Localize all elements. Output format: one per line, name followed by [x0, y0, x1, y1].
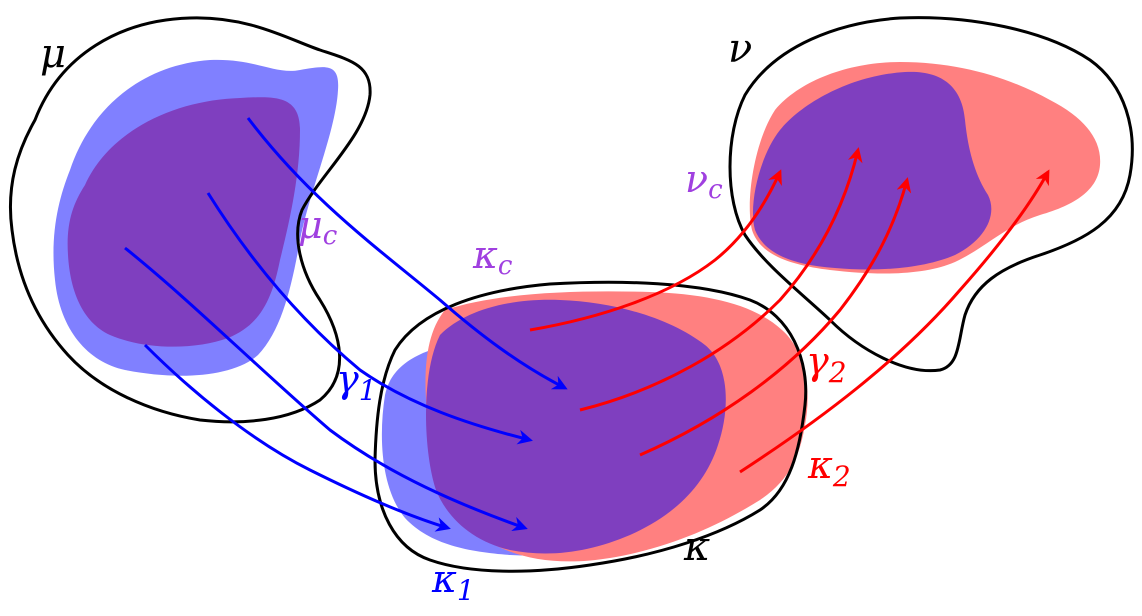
blue-arrow-2: [206, 192, 533, 445]
blue-arrow-1: [246, 117, 568, 390]
label-nu: ν: [728, 26, 752, 72]
nu-c-overlap: [752, 71, 992, 270]
mu-region: [8, 16, 372, 424]
label-gamma-1: γ1: [336, 357, 377, 407]
red-arrow-3: [639, 177, 912, 457]
label-mu-c: μc: [298, 203, 338, 251]
mu-c-overlap: [67, 97, 301, 347]
gamma-2-arrows: [529, 147, 1050, 474]
blue-arrow-3: [124, 246, 528, 532]
kappa-region: [373, 280, 808, 573]
label-kappa-1: κ1: [431, 557, 475, 607]
label-kappa-c: κc: [472, 233, 513, 281]
kappa-c-overlap: [426, 299, 726, 554]
label-nu-c: νc: [685, 157, 723, 205]
nu-outline: [728, 16, 1134, 373]
label-kappa: κ: [683, 524, 710, 570]
nu-region: [728, 16, 1134, 373]
red-arrow-1: [529, 169, 782, 332]
red-arrow-2: [579, 147, 863, 412]
label-gamma-2: γ2: [806, 339, 847, 389]
labels: μ μc ν νc κc κ κ1 κ2 γ1 γ2: [40, 26, 851, 607]
label-kappa-2: κ2: [807, 443, 851, 493]
kappa-outline: [373, 280, 808, 573]
red-arrow-4: [739, 169, 1050, 474]
blue-arrow-4: [143, 343, 451, 532]
label-mu: μ: [40, 31, 66, 77]
gamma-1-arrows: [124, 117, 568, 532]
mu-outline: [8, 16, 372, 424]
